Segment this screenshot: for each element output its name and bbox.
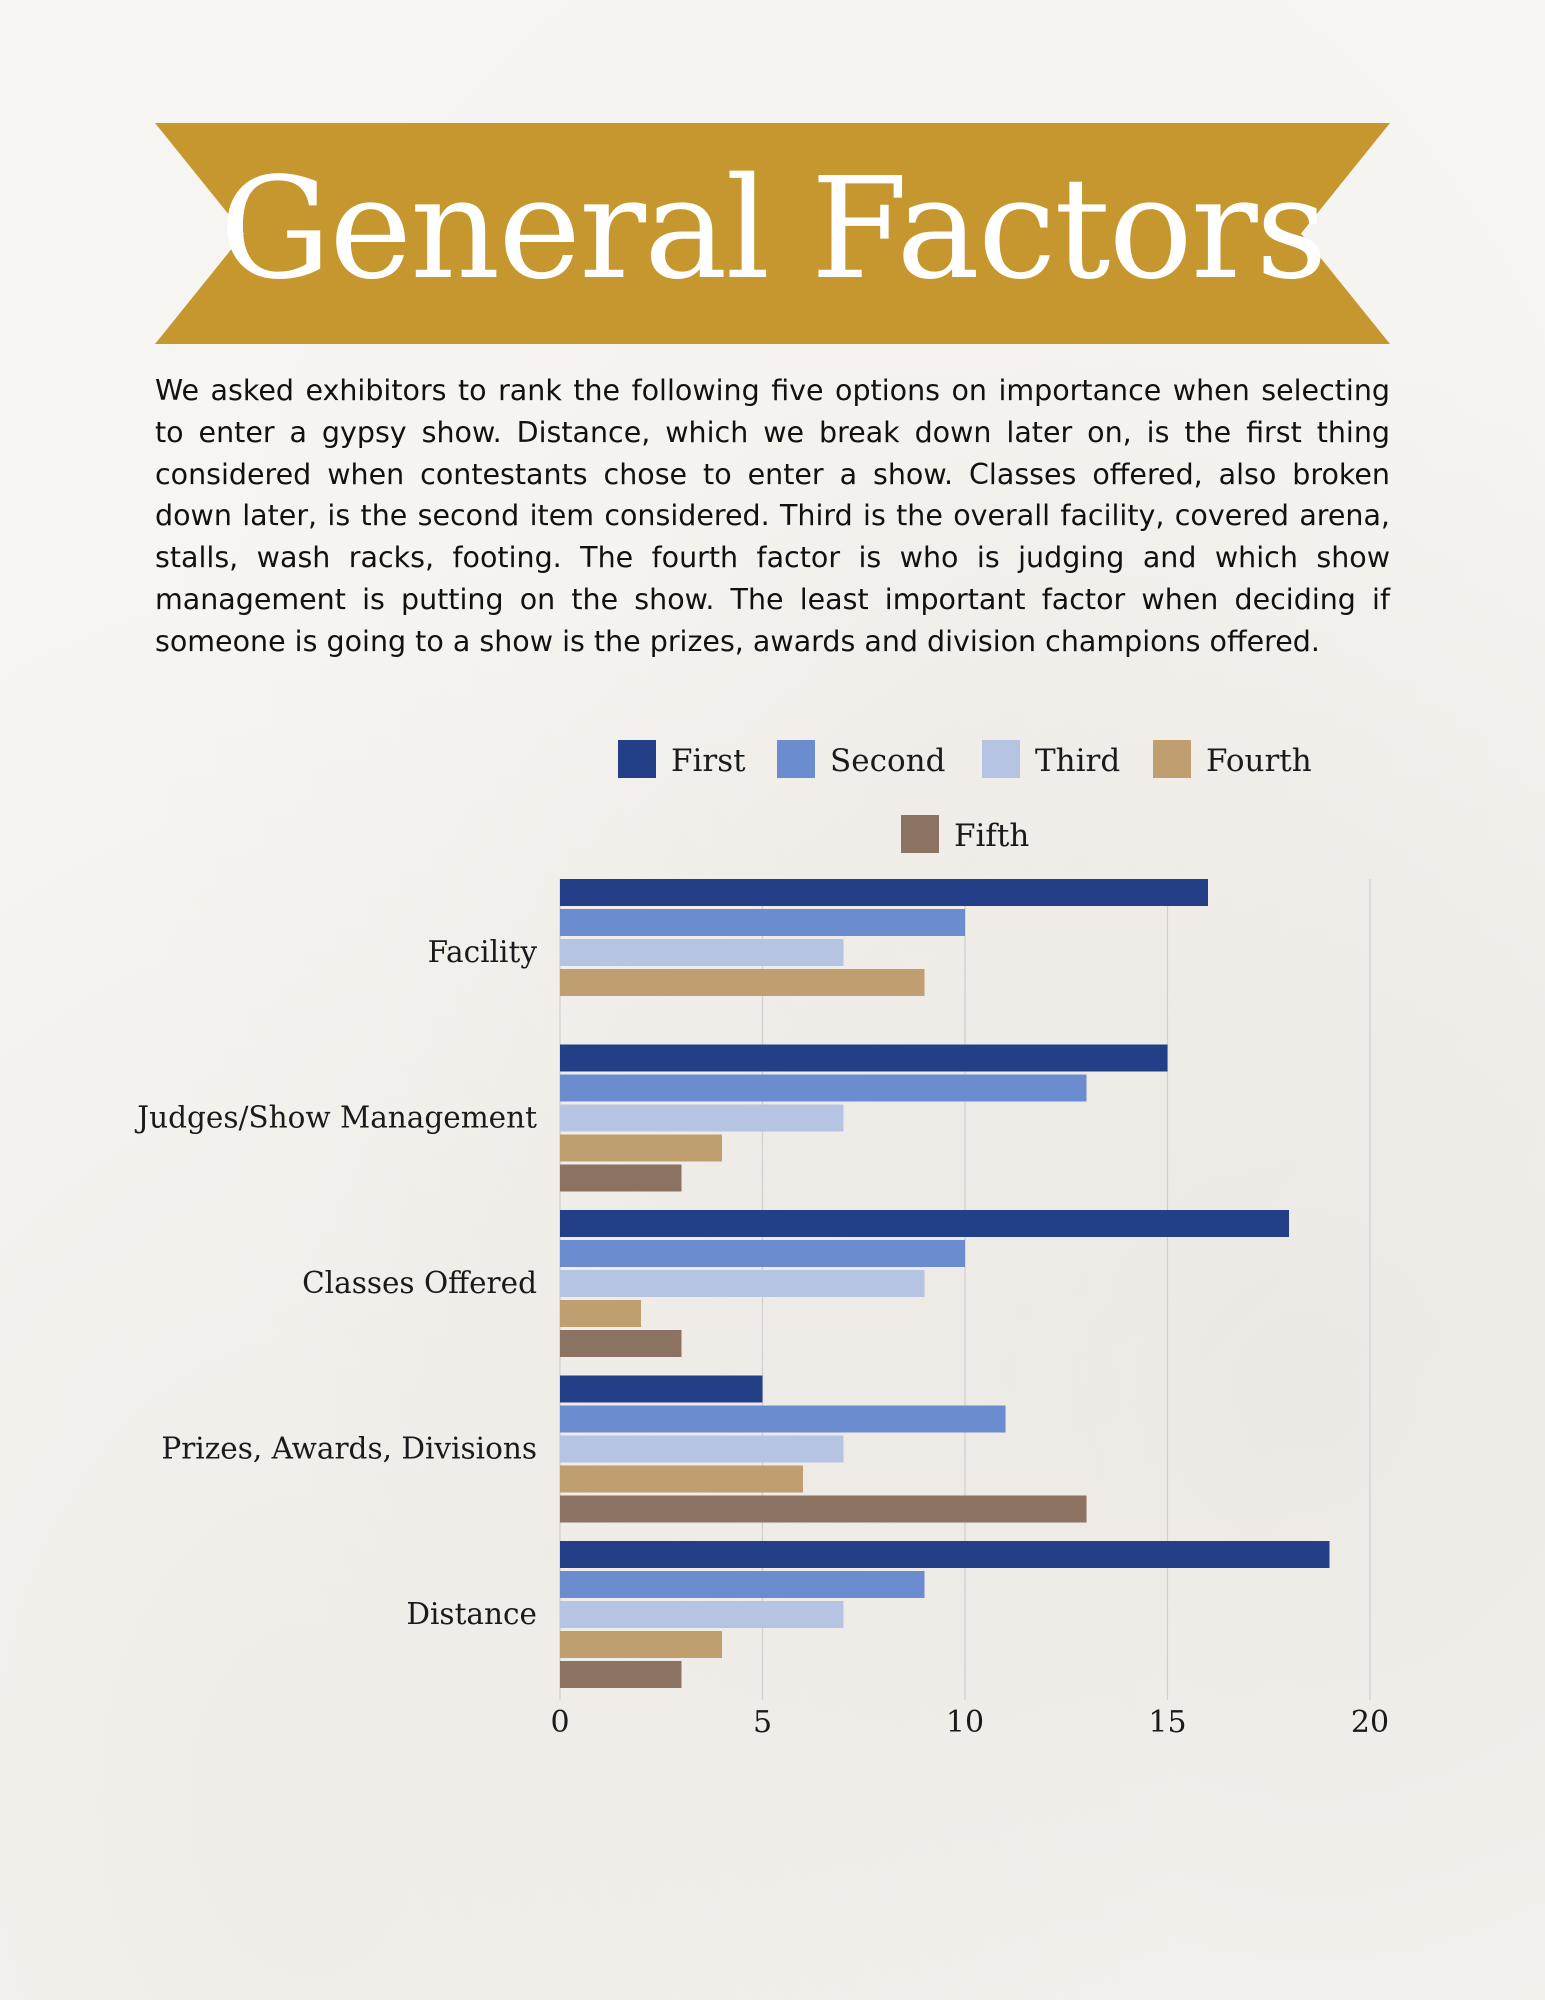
bar-classes-offered-fourth — [560, 1300, 641, 1327]
category-label-prizes-awards-divisions: Prizes, Awards, Divisions — [161, 1432, 537, 1466]
bar-prizes-awards-divisions-fifth — [560, 1495, 1087, 1523]
bar-judges-show-management-second — [560, 1074, 1087, 1102]
x-tick-label-0: 0 — [550, 1705, 569, 1740]
bar-classes-offered-first — [560, 1210, 1289, 1237]
legend-label-third: Third — [1035, 743, 1120, 779]
banner-ribbon-shape — [155, 123, 1390, 344]
bar-distance-third — [560, 1601, 844, 1628]
chart-legend: First Second Third Fourth Fifth — [618, 740, 1312, 854]
intro-paragraph: We asked exhibitors to rank the followin… — [155, 374, 1390, 658]
legend-label-fifth: Fifth — [954, 818, 1029, 854]
bar-distance-first — [560, 1541, 1330, 1568]
category-label-judges-show-management: Judges/Show Management — [134, 1101, 537, 1135]
legend-swatch-fifth — [901, 815, 939, 853]
category-labels: Facility Judges/Show Management Classes Of… — [134, 935, 537, 1631]
bar-distance-fifth — [560, 1661, 682, 1688]
x-tick-label-15: 15 — [1148, 1705, 1186, 1740]
legend-swatch-first — [618, 740, 656, 778]
x-tick-label-10: 10 — [946, 1705, 984, 1740]
bar-classes-offered-fifth — [560, 1330, 682, 1357]
legend-swatch-second — [777, 740, 815, 778]
x-axis-ticks: 0 5 10 15 20 — [550, 1705, 1389, 1740]
bar-prizes-awards-divisions-third — [560, 1435, 844, 1463]
bar-prizes-awards-divisions-fourth — [560, 1465, 803, 1493]
legend-label-first: First — [671, 743, 746, 779]
x-tick-label-20: 20 — [1351, 1705, 1389, 1740]
bar-judges-show-management-fourth — [560, 1134, 722, 1162]
x-tick-label-5: 5 — [753, 1705, 772, 1740]
bar-judges-show-management-first — [560, 1044, 1168, 1072]
legend-swatch-third — [982, 740, 1020, 778]
bar-classes-offered-third — [560, 1270, 925, 1297]
legend-swatch-fourth — [1153, 740, 1191, 778]
bar-facility-third — [560, 939, 844, 966]
bar-prizes-awards-divisions-first — [560, 1375, 763, 1403]
bar-prizes-awards-divisions-second — [560, 1405, 1006, 1433]
bar-judges-show-management-fifth — [560, 1164, 682, 1192]
category-label-facility: Facility — [428, 935, 538, 969]
bar-facility-first — [560, 879, 1208, 906]
legend-label-fourth: Fourth — [1206, 743, 1312, 779]
bar-classes-offered-second — [560, 1240, 965, 1267]
category-label-classes-offered: Classes Offered — [302, 1266, 537, 1300]
bar-distance-fourth — [560, 1631, 722, 1658]
bar-facility-second — [560, 909, 965, 936]
bar-facility-fourth — [560, 969, 925, 996]
category-label-distance: Distance — [406, 1597, 537, 1631]
title-banner: General Factors — [155, 123, 1390, 344]
page-title: General Factors — [219, 147, 1327, 311]
chart-bars — [560, 879, 1330, 1688]
bar-judges-show-management-third — [560, 1104, 844, 1132]
legend-label-second: Second — [830, 743, 945, 779]
bar-distance-second — [560, 1571, 925, 1598]
